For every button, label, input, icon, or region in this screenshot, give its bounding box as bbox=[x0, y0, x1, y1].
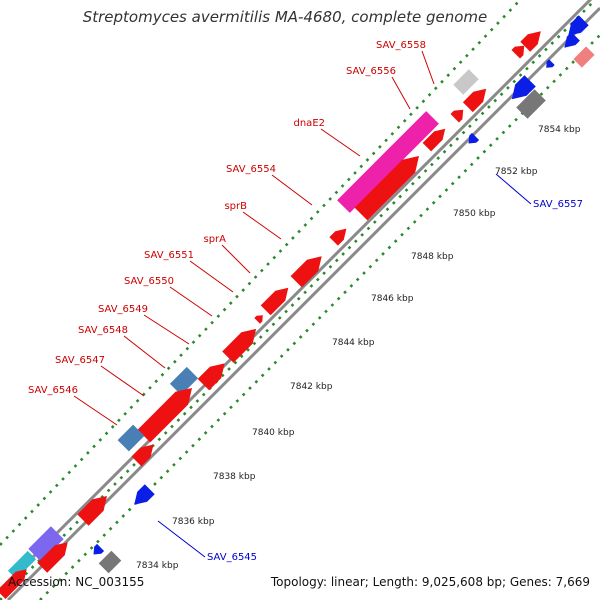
gene-label: SAV_6546 bbox=[28, 385, 78, 396]
gene-label: sprA bbox=[203, 234, 226, 245]
gene-arrow bbox=[450, 109, 464, 123]
position-tick-label: 7842 kbp bbox=[290, 382, 333, 392]
label-leader-line bbox=[100, 365, 145, 397]
gene-arrow bbox=[254, 315, 263, 324]
position-tick-label: 7852 kbp bbox=[495, 167, 538, 177]
position-ticks: 7834 kbp 7836 kbp 7838 kbp 7840 kbp 7842 kbp… bbox=[136, 125, 581, 571]
gene-arrow bbox=[0, 569, 27, 599]
gene-arrow bbox=[329, 228, 347, 246]
label-leader-line bbox=[495, 173, 532, 205]
gene-labels: SAV_6558 SAV_6556 dnaE2 SAV_6554 sprB sprA SAV… bbox=[28, 40, 583, 563]
gene-label: SAV_6548 bbox=[78, 325, 128, 336]
gene-arrow bbox=[511, 75, 536, 100]
label-leader-line bbox=[421, 50, 435, 85]
label-leader-line bbox=[221, 244, 251, 274]
gene-label: SAV_6549 bbox=[98, 304, 148, 315]
dotted-guide-line bbox=[39, 34, 600, 600]
gene-arrow bbox=[516, 89, 546, 119]
accession-text: Accession: NC_003155 bbox=[8, 575, 144, 589]
gene-arrow bbox=[131, 444, 154, 467]
gene-arrow bbox=[546, 59, 555, 68]
gene-arrow bbox=[520, 31, 541, 52]
gene-arrow bbox=[137, 388, 192, 443]
position-tick-label: 7836 kbp bbox=[172, 517, 215, 527]
gene-arrow bbox=[511, 45, 525, 59]
gene-arrow bbox=[77, 496, 107, 526]
gene-arrow bbox=[98, 550, 122, 574]
gene-features bbox=[0, 15, 595, 599]
gene-arrow bbox=[453, 69, 479, 95]
gene-label: SAV_6550 bbox=[124, 276, 174, 287]
position-tick-label: 7844 kbp bbox=[332, 338, 375, 348]
gene-arrow bbox=[93, 543, 105, 555]
gene-label: SAV_6558 bbox=[376, 40, 426, 51]
gene-arrow bbox=[222, 328, 257, 363]
label-leader-line bbox=[271, 174, 313, 206]
gene-arrow bbox=[37, 542, 68, 573]
label-leader-line bbox=[157, 520, 206, 558]
position-tick-label: 7846 kbp bbox=[371, 294, 414, 304]
label-leader-line bbox=[73, 395, 118, 426]
label-leader-line bbox=[320, 128, 361, 157]
gene-arrow bbox=[573, 46, 595, 68]
rna-gene bbox=[169, 366, 199, 396]
position-tick-label: 7838 kbp bbox=[213, 472, 256, 482]
label-leader-line bbox=[391, 76, 411, 110]
gene-label: SAV_6545 bbox=[207, 552, 257, 563]
gene-label: SAV_6556 bbox=[346, 66, 396, 77]
position-tick-label: 7850 kbp bbox=[453, 209, 496, 219]
label-leader-line bbox=[242, 211, 282, 240]
gene-arrow bbox=[197, 363, 225, 391]
label-leader-line bbox=[189, 260, 234, 293]
gene-arrow bbox=[568, 15, 589, 36]
gene-arrow bbox=[354, 156, 419, 221]
gene-arrow bbox=[134, 484, 155, 505]
position-tick-label: 7834 kbp bbox=[136, 561, 179, 571]
gene-arrow bbox=[7, 550, 37, 580]
dotted-guide-line bbox=[0, 0, 521, 546]
gene-arrow bbox=[564, 32, 580, 48]
gene-label: SAV_6554 bbox=[226, 164, 276, 175]
rna-gene bbox=[117, 424, 145, 452]
label-leader-line bbox=[143, 314, 190, 345]
gene-arrow bbox=[260, 287, 289, 316]
position-tick-label: 7840 kbp bbox=[252, 428, 295, 438]
gene-label: SAV_6557 bbox=[533, 199, 583, 210]
gene-arrow bbox=[462, 88, 487, 113]
gene-arrow bbox=[290, 256, 322, 288]
gene-label: SAV_6547 bbox=[55, 355, 105, 366]
backbone-line bbox=[6, 6, 600, 600]
map-title: Streptomyces avermitilis MA-4680, comple… bbox=[83, 8, 488, 26]
label-leader-line bbox=[123, 335, 166, 369]
gene-arrow bbox=[28, 526, 64, 562]
gene-arrow bbox=[468, 132, 480, 144]
gene-arrow bbox=[422, 128, 446, 152]
position-tick-label: 7848 kbp bbox=[411, 252, 454, 262]
gene-label: sprB bbox=[224, 201, 247, 212]
position-tick-label: 7854 kbp bbox=[538, 125, 581, 135]
label-leader-line bbox=[169, 286, 213, 317]
genome-stats-text: Topology: linear; Length: 9,025,608 bp; … bbox=[270, 575, 590, 589]
highlight-gene bbox=[337, 111, 439, 213]
gene-label: SAV_6551 bbox=[144, 250, 194, 261]
gene-label: dnaE2 bbox=[294, 118, 326, 129]
